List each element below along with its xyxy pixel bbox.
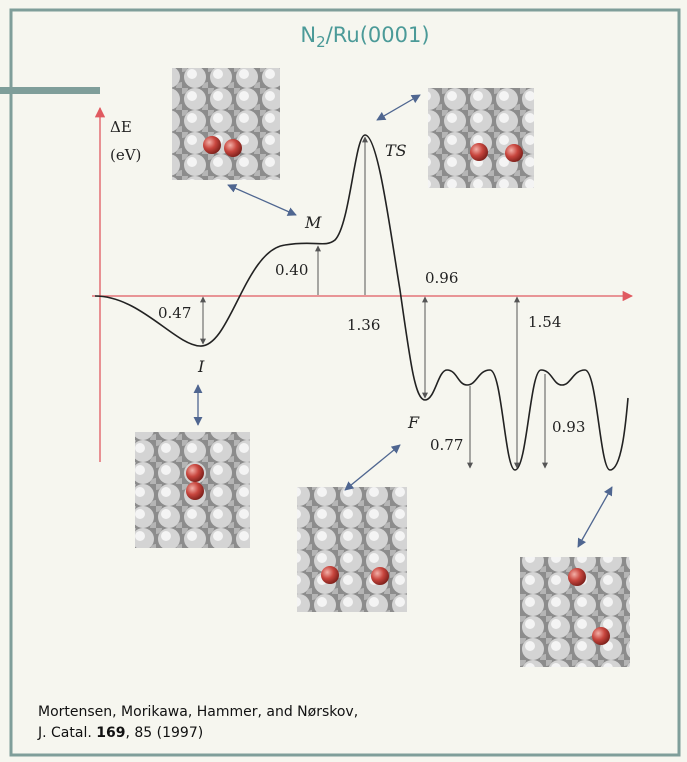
surface-image (428, 88, 534, 188)
surface-image (135, 432, 250, 548)
energy-label: 1.36 (347, 316, 380, 334)
state-label: I (197, 357, 205, 376)
energy-label: 0.96 (425, 269, 458, 287)
diagram: N2/Ru(0001) ΔE (eV) 0.47 0.40 1.36 0.96 … (0, 0, 687, 762)
page: N2/Ru(0001) ΔE (eV) 0.47 0.40 1.36 0.96 … (0, 0, 687, 762)
energy-label: 0.93 (552, 418, 585, 436)
state-label: M (304, 213, 322, 232)
surface-image (172, 68, 280, 180)
title-subscript: 2 (316, 33, 326, 51)
title-base: N (300, 23, 316, 47)
state-label: TS (385, 141, 407, 160)
axis-label: ΔE (110, 118, 132, 136)
title-rest: /Ru(0001) (326, 23, 430, 47)
surface-image (520, 557, 630, 667)
citation: Mortensen, Morikawa, Hammer, and Nørskov… (38, 704, 358, 720)
journal: J. Catal. (37, 725, 92, 741)
volume: 169 (96, 725, 125, 741)
energy-label: 0.47 (158, 304, 191, 322)
energy-label: 0.77 (430, 436, 463, 454)
axis-unit: (eV) (110, 146, 141, 164)
pages: , 85 (1997) (125, 725, 203, 741)
surface-image (297, 487, 407, 612)
citation-ref: J. Catal. 169, 85 (1997) (37, 725, 203, 741)
frame-tab (0, 87, 100, 94)
energy-label: 0.40 (275, 261, 308, 279)
energy-label: 1.54 (528, 313, 561, 331)
state-label: F (407, 413, 420, 432)
